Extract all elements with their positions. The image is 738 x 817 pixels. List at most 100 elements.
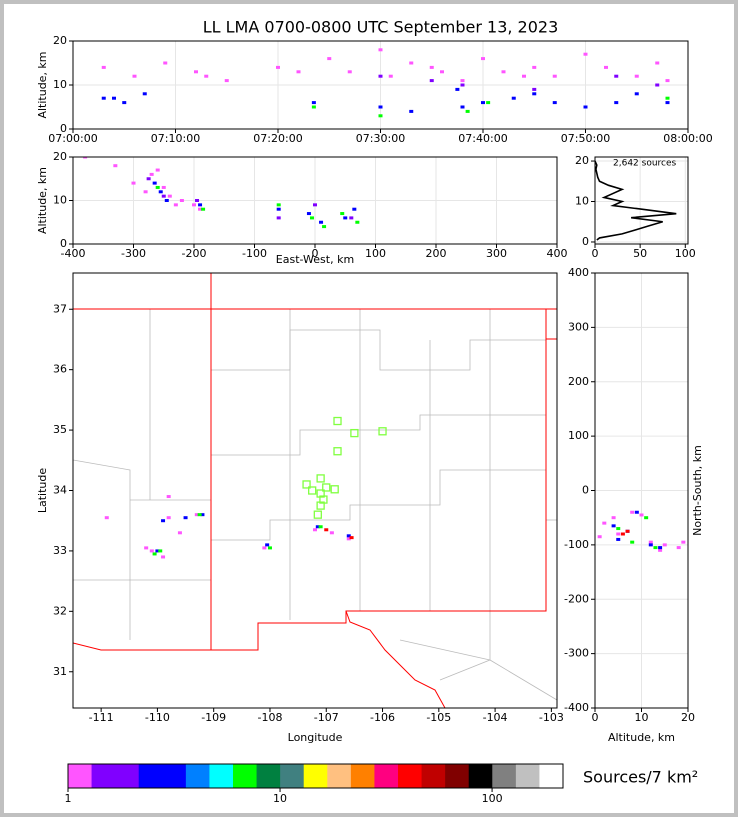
source-point <box>201 207 206 211</box>
source-point <box>265 543 270 547</box>
colorbar-segment <box>468 764 493 788</box>
colorbar-frame <box>67 763 564 789</box>
source-point <box>355 220 360 224</box>
source-point <box>194 513 199 517</box>
x-tick-label: 100 <box>675 247 696 260</box>
source-point <box>532 87 537 91</box>
source-point <box>486 101 491 105</box>
x-tick-label: -200 <box>182 247 207 260</box>
source-point <box>183 516 188 520</box>
x-tick-label: -110 <box>145 711 170 724</box>
y-tick-label: 0 <box>582 235 589 248</box>
source-point <box>634 92 639 96</box>
source-point <box>501 70 506 74</box>
x-tick-label: 07:00:00 <box>48 132 97 145</box>
source-point <box>676 546 681 550</box>
source-point <box>329 531 334 535</box>
panel: 0 10 20 -400 -300 -200 -100 0 100 200 300 400 Altitu… <box>564 266 704 744</box>
source-point <box>324 528 329 532</box>
source-point <box>327 57 332 61</box>
colorbar-segment <box>421 764 446 788</box>
source-point <box>311 101 316 105</box>
source-point <box>313 203 317 207</box>
y-tick-label: -200 <box>564 592 589 605</box>
station <box>302 480 311 489</box>
y-tick-label: 10 <box>53 194 67 207</box>
colorbar-segment <box>162 764 187 788</box>
source-point <box>198 203 203 207</box>
colorbar-segment <box>91 764 116 788</box>
x-tick-label: -106 <box>370 711 395 724</box>
source-point <box>347 70 352 74</box>
source-point <box>161 185 166 189</box>
x-tick-label: 0 <box>312 247 319 260</box>
x-tick-label: -107 <box>314 711 339 724</box>
x-tick-label: 0 <box>592 711 599 724</box>
source-point <box>195 199 200 202</box>
plot-area <box>595 157 688 244</box>
source-point <box>319 220 324 224</box>
source-point <box>614 101 619 105</box>
y-tick-label: 100 <box>568 429 589 442</box>
source-point <box>149 172 154 176</box>
y-tick-label: 20 <box>575 154 589 167</box>
colorbar-segment <box>280 764 305 788</box>
source-point <box>204 74 209 78</box>
x-tick-label: 300 <box>486 247 507 260</box>
station <box>308 486 317 495</box>
colorbar-segment <box>209 764 234 788</box>
source-point <box>460 105 465 109</box>
y-tick-label: 37 <box>53 302 67 315</box>
source-point <box>101 96 106 100</box>
source-point <box>481 101 485 105</box>
y-tick-label: 34 <box>53 484 67 497</box>
chart-title: LL LMA 0700-0800 UTC September 13, 2023 <box>203 18 559 37</box>
x-tick-label: -100 <box>242 247 267 260</box>
colorbar-segment <box>539 764 564 788</box>
source-point <box>164 199 169 202</box>
source-point <box>161 519 166 523</box>
source-point <box>583 105 588 109</box>
y-tick-label: -400 <box>564 701 589 714</box>
x-tick-label: -111 <box>89 711 114 724</box>
source-point <box>179 199 184 202</box>
colorbar-segment <box>350 764 375 788</box>
source-point <box>409 61 414 65</box>
y-tick-label: 0 <box>60 122 67 135</box>
y-tick-label: 10 <box>575 195 589 208</box>
source-point <box>532 65 537 69</box>
station <box>378 427 387 436</box>
source-point <box>161 194 166 198</box>
colorbar-segment <box>256 764 281 788</box>
source-point <box>146 177 151 181</box>
colorbar-segment <box>303 764 328 788</box>
source-point <box>131 181 136 185</box>
source-point <box>440 70 444 74</box>
source-point <box>198 207 203 211</box>
y-tick-label: 31 <box>53 665 67 678</box>
station <box>313 510 322 519</box>
source-point <box>173 203 178 207</box>
panel: 2,642 sources 0 50 100 0 10 20 <box>575 154 696 260</box>
source-point <box>378 105 383 109</box>
source-point <box>276 216 281 220</box>
station <box>350 428 359 438</box>
station <box>316 489 325 498</box>
source-point <box>346 534 351 538</box>
source-point <box>597 535 602 539</box>
source-point <box>552 74 557 78</box>
source-point <box>634 510 639 514</box>
source-point <box>378 74 383 78</box>
source-point <box>662 543 667 547</box>
source-point <box>604 65 608 69</box>
y-tick-label: 35 <box>53 423 67 436</box>
source-point <box>429 79 434 83</box>
source-point <box>309 216 314 220</box>
source-point <box>614 74 619 78</box>
source-point <box>429 65 434 69</box>
source-point <box>552 101 557 105</box>
colorbar-segment <box>374 764 399 788</box>
source-point <box>343 216 348 220</box>
source-point <box>112 96 116 100</box>
